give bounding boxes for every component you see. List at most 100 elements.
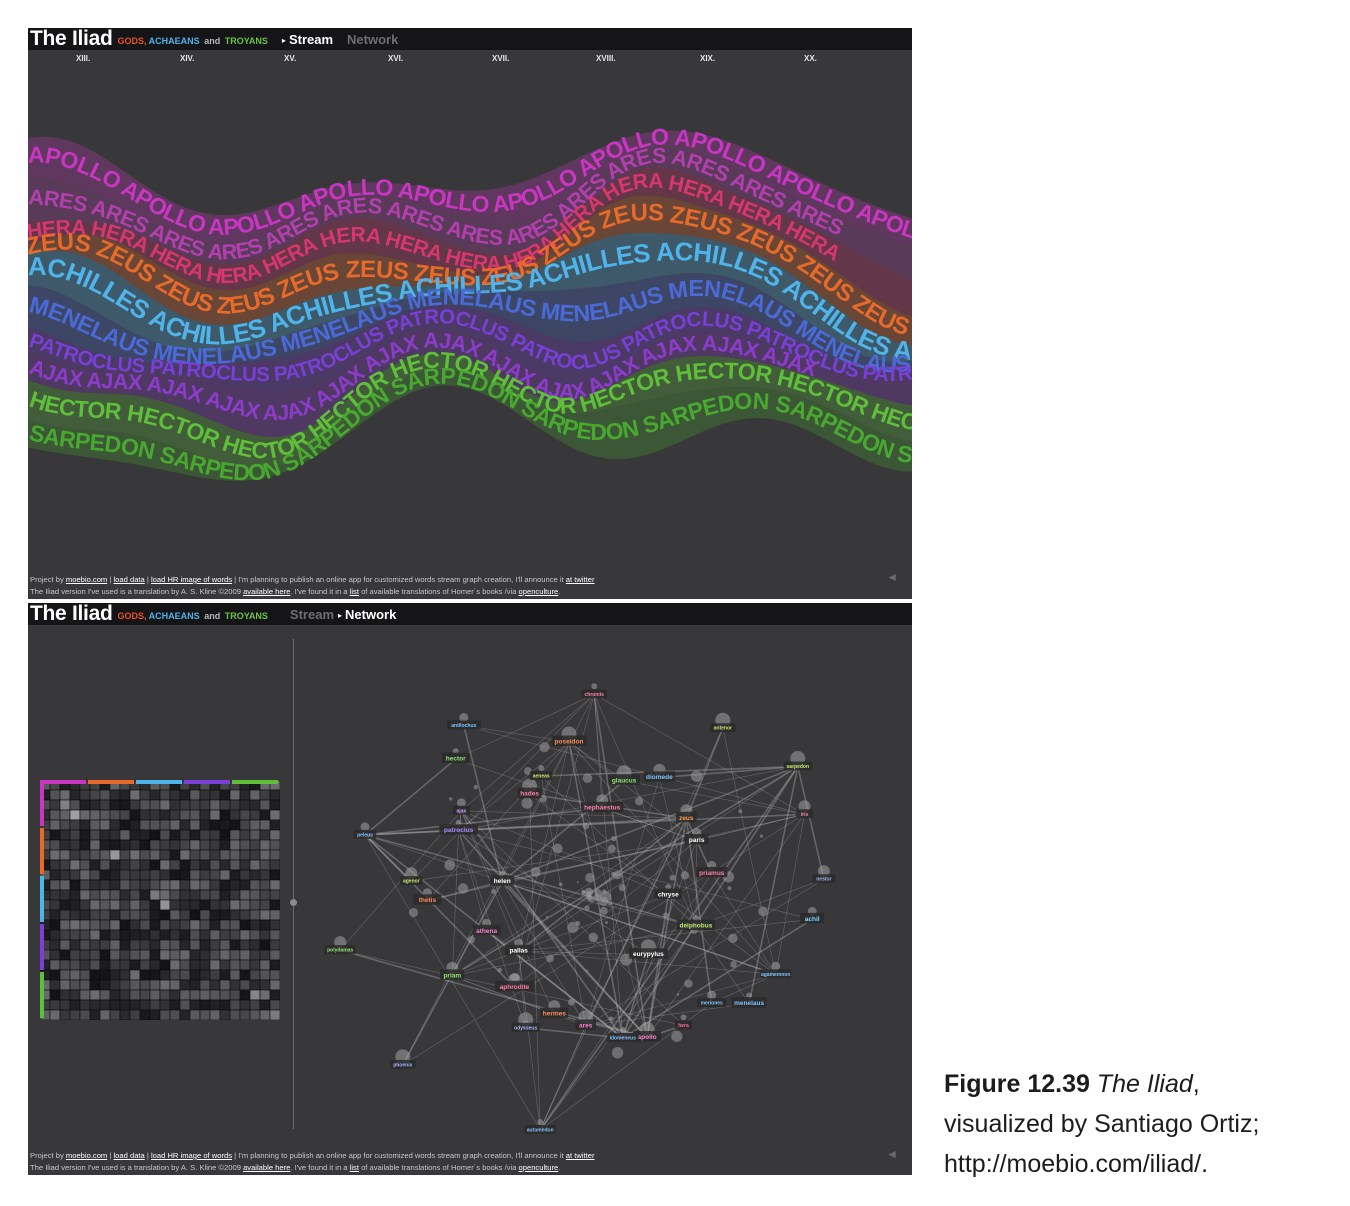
network-node[interactable] <box>452 748 459 755</box>
network-node-label[interactable]: peleus <box>357 832 373 838</box>
load-hr-image-link[interactable]: load HR image of words <box>150 1151 233 1160</box>
network-node-label[interactable]: eurypylus <box>633 951 664 958</box>
network-node-label[interactable]: thetis <box>419 897 437 904</box>
available-here-link[interactable]: available here <box>243 1163 291 1172</box>
twitter-link[interactable]: at twitter <box>565 1151 595 1160</box>
network-node[interactable] <box>591 683 598 690</box>
subtitle-achaeans: ACHAEANS <box>148 36 200 46</box>
network-node[interactable] <box>459 713 469 722</box>
openculture-link[interactable]: openculture <box>518 587 559 596</box>
back-arrow-icon[interactable]: ◄ <box>886 1147 898 1161</box>
network-minor-node <box>728 933 738 943</box>
network-node-label[interactable]: hephaestus <box>584 805 621 812</box>
network-node-label[interactable]: sarpedon <box>787 764 810 770</box>
network-node[interactable] <box>619 1027 626 1033</box>
network-edge <box>539 728 724 1131</box>
network-node-label[interactable]: hector <box>446 756 466 763</box>
network-node-label[interactable]: glaucus <box>612 777 637 784</box>
moebio-link[interactable]: moebio.com <box>65 1151 108 1160</box>
network-node-label[interactable]: aeneas <box>533 774 550 780</box>
network-node-label[interactable]: phoenix <box>393 1062 412 1068</box>
network-node[interactable] <box>456 798 466 808</box>
network-node-label[interactable]: deiphobus <box>679 923 712 930</box>
network-node[interactable] <box>537 1119 544 1125</box>
network-node-label[interactable]: nestor <box>816 877 831 883</box>
network-node-label[interactable]: hermes <box>543 1011 567 1018</box>
network-node-label[interactable]: iris <box>801 812 809 818</box>
network-node-label[interactable]: ajax <box>457 808 467 814</box>
network-edge <box>695 925 750 1004</box>
matrix-group-bar <box>40 924 44 970</box>
network-node[interactable] <box>746 992 753 999</box>
tab-network[interactable]: Network <box>345 607 397 622</box>
network-node[interactable] <box>405 867 418 880</box>
network-node[interactable] <box>360 822 370 832</box>
tab-network[interactable]: Network <box>347 32 399 47</box>
network-node-label[interactable]: hera <box>678 1023 689 1029</box>
network-edge <box>540 775 697 927</box>
network-node-label-bg <box>472 924 501 936</box>
network-node-label-bg <box>441 752 470 764</box>
footer-of-text: of available translations of Homer´s boo… <box>361 1163 517 1172</box>
network-node-label[interactable]: helen <box>494 878 511 885</box>
network-node-label[interactable]: apollo <box>638 1034 657 1041</box>
network-node-label[interactable]: diomede <box>646 774 673 781</box>
network-node-label[interactable]: agamemnon <box>761 972 790 978</box>
network-node-label[interactable]: polydamas <box>327 948 353 954</box>
network-node-label[interactable]: athena <box>476 928 497 935</box>
moebio-link[interactable]: moebio.com <box>65 575 108 584</box>
load-data-link[interactable]: load data <box>113 575 145 584</box>
network-node-label[interactable]: achil <box>805 916 820 923</box>
load-data-link[interactable]: load data <box>113 1151 145 1160</box>
network-node[interactable] <box>771 961 781 971</box>
footer-version-text: The Iliad version I've used is a transla… <box>30 587 241 596</box>
network-node-label[interactable]: ares <box>579 1022 593 1029</box>
network-node-label[interactable]: pallas <box>509 948 528 955</box>
translations-list-link[interactable]: list <box>349 1163 359 1172</box>
available-here-link[interactable]: available here <box>243 587 291 596</box>
network-node-label-bg <box>643 771 676 782</box>
network-node-label[interactable]: menelaus <box>734 1000 764 1007</box>
openculture-link[interactable]: openculture <box>518 1163 559 1172</box>
network-node[interactable] <box>707 990 717 1000</box>
network-edge <box>585 1003 750 1027</box>
back-arrow-icon[interactable]: ◄ <box>886 570 898 584</box>
network-node-label[interactable]: chromis <box>584 692 604 698</box>
tab-stream[interactable]: Stream <box>289 607 334 622</box>
network-node-label[interactable]: automedon <box>527 1128 554 1134</box>
network-minor-node <box>727 886 732 891</box>
network-node-label[interactable]: priamus <box>699 870 725 877</box>
network-node-label[interactable]: hades <box>520 791 539 798</box>
network-node[interactable] <box>798 800 811 813</box>
network-minor-node <box>738 809 743 814</box>
network-node-label[interactable]: patroclus <box>444 827 474 834</box>
network-node-label-bg <box>490 875 515 886</box>
network-node-label[interactable]: poseidon <box>555 739 584 746</box>
network-node-label[interactable]: antilochus <box>451 723 476 729</box>
translations-list-link[interactable]: list <box>349 587 359 596</box>
network-node-label[interactable]: meriones <box>701 1001 723 1007</box>
network-node-label[interactable]: paris <box>689 837 705 844</box>
network-node-label-bg <box>504 944 533 956</box>
figure-caption: Figure 12.39 The Iliad, visualized by Sa… <box>944 1064 1344 1184</box>
network-edge <box>624 780 805 815</box>
network-node-label[interactable]: chryse <box>658 892 679 899</box>
divider-handle[interactable] <box>290 899 297 906</box>
network-node[interactable] <box>334 936 347 949</box>
book-label: XX. <box>804 54 817 63</box>
network-node-label[interactable]: agenor <box>403 879 420 885</box>
network-node-label[interactable]: odysseus <box>514 1025 537 1031</box>
tab-stream[interactable]: Stream <box>288 32 334 47</box>
load-hr-image-link[interactable]: load HR image of words <box>150 575 233 584</box>
network-node[interactable] <box>680 1014 687 1021</box>
twitter-link[interactable]: at twitter <box>565 575 595 584</box>
network-node-label[interactable]: aphrodite <box>500 984 530 991</box>
network-node-label[interactable]: idomeneus <box>610 1036 637 1042</box>
network-edge <box>458 830 487 932</box>
network-minor-node <box>671 1030 683 1042</box>
network-node-label[interactable]: antenor <box>714 726 732 732</box>
network-node[interactable] <box>692 915 699 922</box>
network-node-label[interactable]: zeus <box>679 815 694 822</box>
network-node[interactable] <box>538 765 545 771</box>
network-node-label[interactable]: priam <box>443 972 461 979</box>
